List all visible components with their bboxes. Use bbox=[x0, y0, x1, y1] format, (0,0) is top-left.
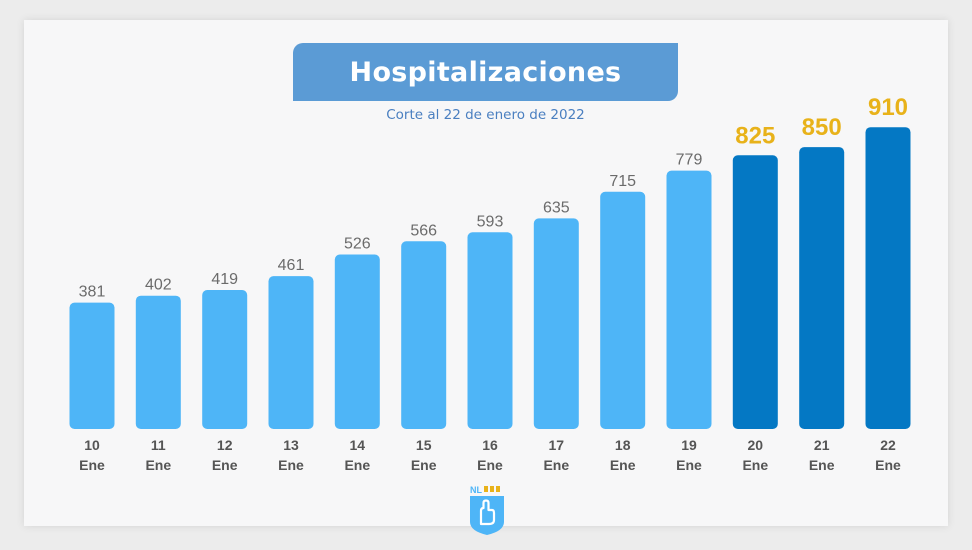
data-label-20: 825 bbox=[735, 122, 775, 149]
tick-label-month-10: Ene bbox=[79, 457, 105, 473]
tick-label-day-21: 21 bbox=[814, 437, 830, 453]
tick-label-month-18: Ene bbox=[610, 457, 636, 473]
tick-label-day-19: 19 bbox=[681, 437, 697, 453]
nl-hand-shield-icon: NL bbox=[470, 485, 504, 535]
tick-label-day-14: 14 bbox=[350, 437, 366, 453]
tick-label-day-13: 13 bbox=[283, 437, 299, 453]
tick-label-month-16: Ene bbox=[477, 457, 503, 473]
bar-12 bbox=[202, 290, 248, 429]
data-label-11: 402 bbox=[145, 277, 172, 294]
data-label-22: 910 bbox=[868, 94, 908, 121]
tick-label-day-10: 10 bbox=[84, 437, 100, 453]
tick-label-month-14: Ene bbox=[344, 457, 370, 473]
tick-label-day-11: 11 bbox=[151, 437, 166, 453]
data-label-12: 419 bbox=[211, 271, 238, 288]
tick-label-month-15: Ene bbox=[411, 457, 437, 473]
title-banner: Hospitalizaciones bbox=[293, 43, 678, 101]
bar-20 bbox=[732, 155, 778, 430]
bar-15 bbox=[401, 241, 447, 429]
logo-text: NL bbox=[470, 485, 482, 495]
bar-18 bbox=[600, 191, 646, 429]
tick-label-day-17: 17 bbox=[549, 437, 565, 453]
tick-label-day-16: 16 bbox=[482, 437, 498, 453]
bar-11 bbox=[135, 295, 181, 429]
tick-label-day-12: 12 bbox=[217, 437, 233, 453]
tick-label-month-12: Ene bbox=[212, 457, 238, 473]
tick-label-day-20: 20 bbox=[748, 437, 764, 453]
bar-14 bbox=[334, 254, 380, 429]
bar-16 bbox=[467, 232, 513, 429]
tick-label-month-11: Ene bbox=[145, 457, 171, 473]
tick-label-day-18: 18 bbox=[615, 437, 631, 453]
tick-label-month-13: Ene bbox=[278, 457, 304, 473]
bar-10 bbox=[69, 302, 115, 429]
tick-label-month-19: Ene bbox=[676, 457, 702, 473]
tick-label-month-17: Ene bbox=[543, 457, 569, 473]
data-label-21: 850 bbox=[802, 114, 842, 141]
data-label-10: 381 bbox=[79, 284, 106, 301]
data-label-18: 715 bbox=[609, 173, 636, 190]
bar-22 bbox=[865, 127, 911, 429]
data-label-15: 566 bbox=[410, 222, 437, 239]
chart-title: Hospitalizaciones bbox=[349, 56, 622, 88]
bar-19 bbox=[666, 170, 712, 429]
data-label-14: 526 bbox=[344, 236, 371, 253]
bar-21 bbox=[799, 147, 845, 429]
bar-17 bbox=[533, 218, 579, 429]
tick-label-month-21: Ene bbox=[809, 457, 835, 473]
bar-13 bbox=[268, 276, 314, 429]
data-label-13: 461 bbox=[278, 257, 305, 274]
data-label-17: 635 bbox=[543, 199, 570, 216]
tick-label-month-20: Ene bbox=[742, 457, 768, 473]
tick-label-day-22: 22 bbox=[880, 437, 896, 453]
data-label-19: 779 bbox=[676, 152, 703, 169]
tick-label-day-15: 15 bbox=[416, 437, 432, 453]
data-label-16: 593 bbox=[477, 213, 504, 230]
tick-label-month-22: Ene bbox=[875, 457, 901, 473]
chart-subtitle: Corte al 22 de enero de 2022 bbox=[386, 107, 585, 123]
